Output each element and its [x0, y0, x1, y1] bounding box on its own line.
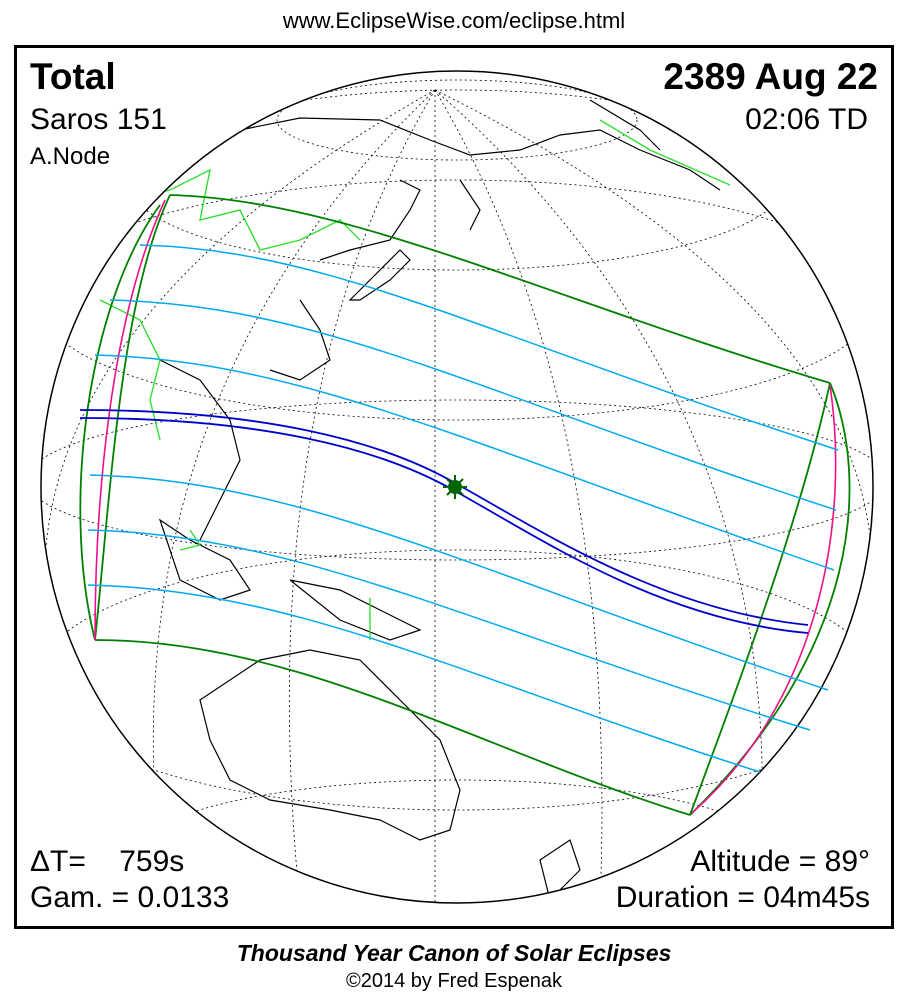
eclipse-type: Total	[30, 56, 116, 97]
graticule	[41, 79, 873, 903]
globe-outline	[40, 70, 874, 904]
node-label: A.Node	[30, 143, 111, 170]
footer-title: Thousand Year Canon of Solar Eclipses	[236, 940, 672, 966]
source-url: www.EclipseWise.com/eclipse.html	[282, 8, 626, 33]
sun-star-icon	[443, 475, 467, 499]
penumbral-limits	[79, 194, 851, 816]
central-path	[79, 409, 809, 634]
footer-copyright: ©2014 by Fred Espenak	[346, 970, 562, 992]
magnitude-lines	[87, 244, 839, 773]
coastlines	[158, 99, 721, 902]
gamma: Gam. = 0.0133	[30, 881, 230, 914]
rise-set-curves	[94, 199, 837, 814]
saros-number: Saros 151	[30, 103, 167, 136]
altitude: Altitude = 89°	[690, 845, 870, 878]
duration: Duration = 04m45s	[615, 881, 870, 914]
eclipse-time: 02:06 TD	[745, 103, 868, 136]
map-frame	[14, 45, 894, 929]
eclipse-date: 2389 Aug 22	[663, 56, 878, 97]
delta-t: ΔT= 759s	[30, 845, 185, 878]
